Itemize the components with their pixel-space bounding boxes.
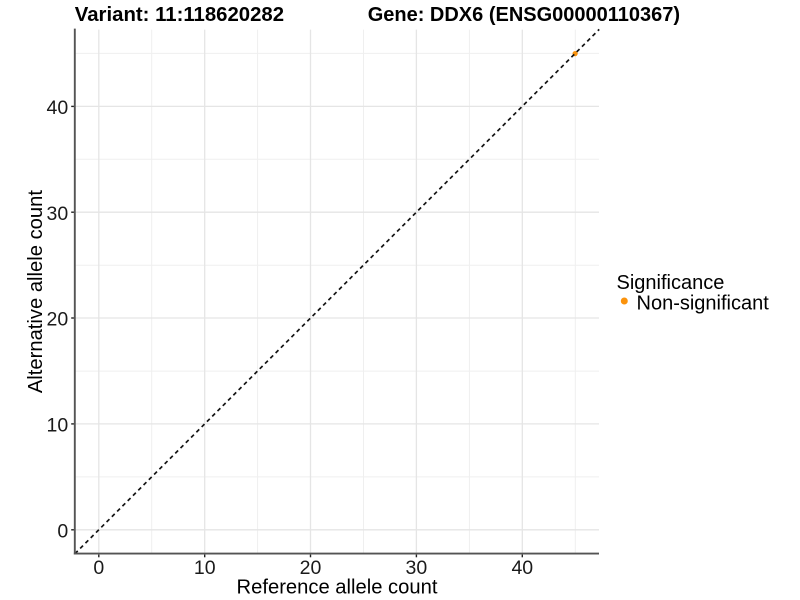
svg-text:Non-significant: Non-significant: [637, 292, 770, 314]
svg-text:Variant: 11:118620282: Variant: 11:118620282: [75, 4, 284, 26]
svg-text:10: 10: [194, 557, 216, 579]
svg-text:Reference allele count: Reference allele count: [237, 577, 438, 599]
svg-text:0: 0: [93, 557, 104, 579]
svg-text:20: 20: [300, 557, 322, 579]
svg-text:Gene: DDX6 (ENSG00000110367): Gene: DDX6 (ENSG00000110367): [368, 4, 680, 26]
svg-text:40: 40: [46, 97, 68, 119]
svg-text:20: 20: [46, 309, 68, 331]
svg-text:30: 30: [46, 203, 68, 225]
svg-text:30: 30: [406, 557, 428, 579]
svg-text:0: 0: [57, 520, 68, 542]
svg-text:10: 10: [46, 415, 68, 437]
svg-text:Significance: Significance: [617, 272, 725, 294]
svg-text:40: 40: [511, 557, 533, 579]
svg-text:Alternative allele count: Alternative allele count: [25, 190, 47, 394]
